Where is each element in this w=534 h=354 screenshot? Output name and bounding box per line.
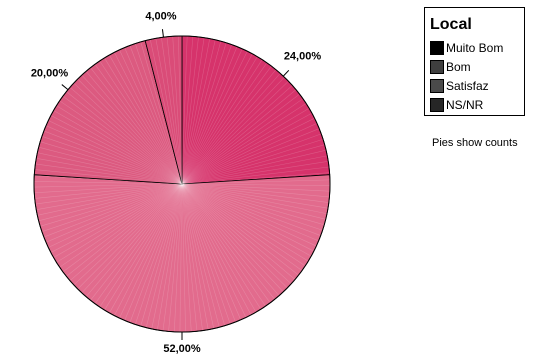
legend-label: NS/NR — [446, 98, 484, 112]
legend-label: Bom — [446, 60, 471, 74]
legend-item-bom: Bom — [430, 59, 471, 75]
pie-slice-texture — [34, 175, 330, 332]
legend-swatch — [430, 79, 444, 93]
legend-label: Satisfaz — [446, 79, 489, 93]
legend-title: Local — [430, 16, 472, 33]
pie-slice-texture — [34, 41, 183, 185]
data-label: 24,00% — [284, 51, 322, 63]
chart-note: Pies show counts — [432, 137, 518, 149]
legend-swatch — [430, 41, 444, 55]
pie-slice-texture — [181, 36, 330, 185]
legend-item-muito-bom: Muito Bom — [430, 40, 503, 56]
legend-item-ns-nr: NS/NR — [430, 97, 483, 113]
pie-outline — [33, 35, 331, 333]
pie-slice-texture — [149, 36, 183, 185]
leader-line — [161, 29, 164, 38]
data-label: 52,00% — [163, 343, 201, 354]
legend-swatch — [430, 98, 444, 112]
legend-swatch — [430, 60, 444, 74]
legend: Local Muito Bom Bom Satisfaz NS/NR — [424, 7, 525, 116]
legend-label: Muito Bom — [446, 41, 504, 55]
leader-line — [61, 84, 69, 91]
legend-item-satisfaz: Satisfaz — [430, 78, 489, 94]
leader-line — [282, 69, 290, 77]
data-label: 4,00% — [145, 10, 176, 22]
data-label: 20,00% — [31, 67, 69, 79]
